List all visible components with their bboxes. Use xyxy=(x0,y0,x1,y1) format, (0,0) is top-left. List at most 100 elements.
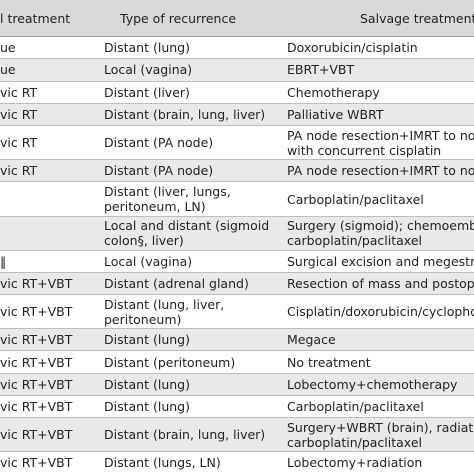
cell-text: Surgery (sigmoid); chemoemboliz xyxy=(287,218,474,233)
cell-text: Distant (liver) xyxy=(104,84,190,100)
header-text: l treatment xyxy=(0,10,71,26)
header-text: Type of recurrence xyxy=(120,10,237,26)
table-row: vic RT+VBT Distant (lung) Lobectomy+chemot… xyxy=(0,373,474,396)
cell-text: vic RT+VBT xyxy=(0,304,73,320)
table-cell: Cisplatin/doxorubicin/cyclophosp xyxy=(287,295,474,328)
table-cell: vic RT+VBT xyxy=(0,452,96,473)
cell-text: colon§, liver) xyxy=(104,233,184,248)
cell-text: Carboplatin/paclitaxel xyxy=(287,399,424,415)
cell-text: peritoneum) xyxy=(104,311,182,327)
table-cell: Distant (liver) xyxy=(104,82,276,103)
cell-text: Chemotherapy xyxy=(287,84,380,100)
cell-text: vic RT xyxy=(0,107,38,123)
cell-text: vic RT+VBT xyxy=(0,455,73,471)
cell-text: Distant (PA node) xyxy=(104,135,214,151)
cell-text: Carboplatin/paclitaxel xyxy=(287,191,424,207)
cell-text: ue xyxy=(0,62,16,78)
table-cell: Megace xyxy=(287,329,474,350)
table-cell: Distant (lung) xyxy=(104,396,276,417)
cell-text: vic RT+VBT xyxy=(0,427,73,443)
table-cell: vic RT+VBT xyxy=(0,329,96,350)
table-cell: Surgery+WBRT (brain), radiation (carbopl… xyxy=(287,418,474,451)
cell-text: Local (vagina) xyxy=(104,62,193,78)
cell-text: Surgery+WBRT (brain), radiation ( xyxy=(287,419,474,435)
table-row: Local and distant (sigmoid colon§, liver)… xyxy=(0,216,474,251)
table-row: vic RT Distant (liver) Chemotherapy xyxy=(0,82,474,104)
table-cell: vic RT+VBT xyxy=(0,273,96,294)
table-cell: vic RT+VBT xyxy=(0,351,96,372)
table-cell xyxy=(0,217,96,250)
table-cell: ‖ xyxy=(0,251,96,272)
table-cell: Distant (liver, lungs, peritoneum, LN) xyxy=(104,183,276,216)
cell-text: carboplatin/paclitaxel xyxy=(287,233,422,248)
table-row: vic RT+VBT Distant (adrenal gland) Resecti… xyxy=(0,272,474,296)
cell-text: vic RT+VBT xyxy=(0,354,73,370)
cell-text: Surgical excision and megestrol a xyxy=(287,253,474,269)
cell-text: Resection of mass and postopera xyxy=(287,275,474,291)
table-cell: Distant (lung) xyxy=(104,37,276,58)
table-row: vic RT Distant (PA node) PA node resection… xyxy=(0,160,474,183)
cell-text: Distant (lung, liver, xyxy=(104,296,225,312)
table-cell: vic RT xyxy=(0,104,96,125)
cell-text: ue xyxy=(0,40,16,56)
table-row: vic RT Distant (PA node) PA node resection… xyxy=(0,126,474,161)
table-cell: Resection of mass and postopera xyxy=(287,273,474,294)
cell-text: Distant (brain, lung, liver) xyxy=(104,427,266,443)
cell-text: vic RT xyxy=(0,84,38,100)
table-row: vic RT+VBT Distant (lung) Megace xyxy=(0,329,474,352)
table-cell: ue xyxy=(0,59,96,80)
table-cell: vic RT xyxy=(0,160,96,181)
header-cell: Salvage treatment xyxy=(360,0,474,36)
cell-text: Distant (liver, lungs, xyxy=(104,184,231,199)
table-row: vic RT+VBT Distant (lung) Carboplatin/pacl… xyxy=(0,396,474,419)
cell-text: Distant (brain, lung, liver) xyxy=(104,107,266,123)
cell-text: Distant (lung) xyxy=(104,332,190,348)
cell-text: Distant (adrenal gland) xyxy=(104,275,249,291)
table-cell: Local and distant (sigmoid colon§, liver) xyxy=(104,217,276,250)
cell-text: vic RT+VBT xyxy=(0,332,73,348)
cell-text: vic RT+VBT xyxy=(0,275,73,291)
cell-text: Local and distant (sigmoid xyxy=(104,218,270,233)
table-row: vic RT+VBT Distant (lungs, LN) Lobectomy+r… xyxy=(0,452,474,474)
table-cell: Carboplatin/paclitaxel xyxy=(287,396,474,417)
header-row: l treatment Type of recurrence Salvage tre… xyxy=(0,0,474,37)
table-cell: Local (vagina) xyxy=(104,251,276,272)
cell-text: ‖ xyxy=(0,253,7,269)
cell-text: Distant (lungs, LN) xyxy=(104,455,221,471)
cell-text: Distant (lung) xyxy=(104,376,190,392)
table-row: Distant (liver, lungs, peritoneum, LN) Car… xyxy=(0,183,474,217)
cell-text: Cisplatin/doxorubicin/cyclophosp xyxy=(287,304,474,320)
table-cell: Chemotherapy xyxy=(287,82,474,103)
table-cell: Palliative WBRT xyxy=(287,104,474,125)
table-cell: vic RT+VBT xyxy=(0,374,96,395)
table-cell: Distant (brain, lung, liver) xyxy=(104,104,276,125)
cell-text: EBRT+VBT xyxy=(287,62,355,78)
table-cell: Distant (adrenal gland) xyxy=(104,273,276,294)
table-cell: EBRT+VBT xyxy=(287,59,474,80)
table-row: vic RT+VBT Distant (brain, lung, liver) Su… xyxy=(0,418,474,453)
table-cell: Distant (lung) xyxy=(104,329,276,350)
cell-text: PA node resection+IMRT to nodal xyxy=(287,127,474,143)
cell-text: Megace xyxy=(287,332,336,348)
cell-text: No treatment xyxy=(287,354,371,370)
cell-text: Distant (PA node) xyxy=(104,163,214,179)
cell-text: peritoneum, LN) xyxy=(104,199,206,214)
table-cell: Surgery (sigmoid); chemoembolizcarboplat… xyxy=(287,217,474,250)
table-cell: vic RT+VBT xyxy=(0,396,96,417)
cell-text: Lobectomy+chemotherapy xyxy=(287,376,458,392)
cell-text: Distant (peritoneum) xyxy=(104,354,236,370)
table-cell: Local (vagina) xyxy=(104,59,276,80)
table-cell: Distant (lungs, LN) xyxy=(104,452,276,473)
table-cell: Distant (brain, lung, liver) xyxy=(104,418,276,451)
cell-text: with concurrent cisplatin xyxy=(287,142,442,158)
table-cell: PA node resection+IMRT to nodal with conc… xyxy=(287,126,474,159)
cell-text: vic RT+VBT xyxy=(0,376,73,392)
cell-text: vic RT xyxy=(0,135,38,151)
table-row: ue Local (vagina) EBRT+VBT xyxy=(0,59,474,82)
table-row: vic RT Distant (brain, lung, liver) Pallia… xyxy=(0,103,474,127)
table-cell: No treatment xyxy=(287,351,474,372)
cell-text: PA node resection+IMRT to nodal xyxy=(287,163,474,179)
cell-text: Local (vagina) xyxy=(104,253,193,269)
table-cell: vic RT xyxy=(0,126,96,159)
